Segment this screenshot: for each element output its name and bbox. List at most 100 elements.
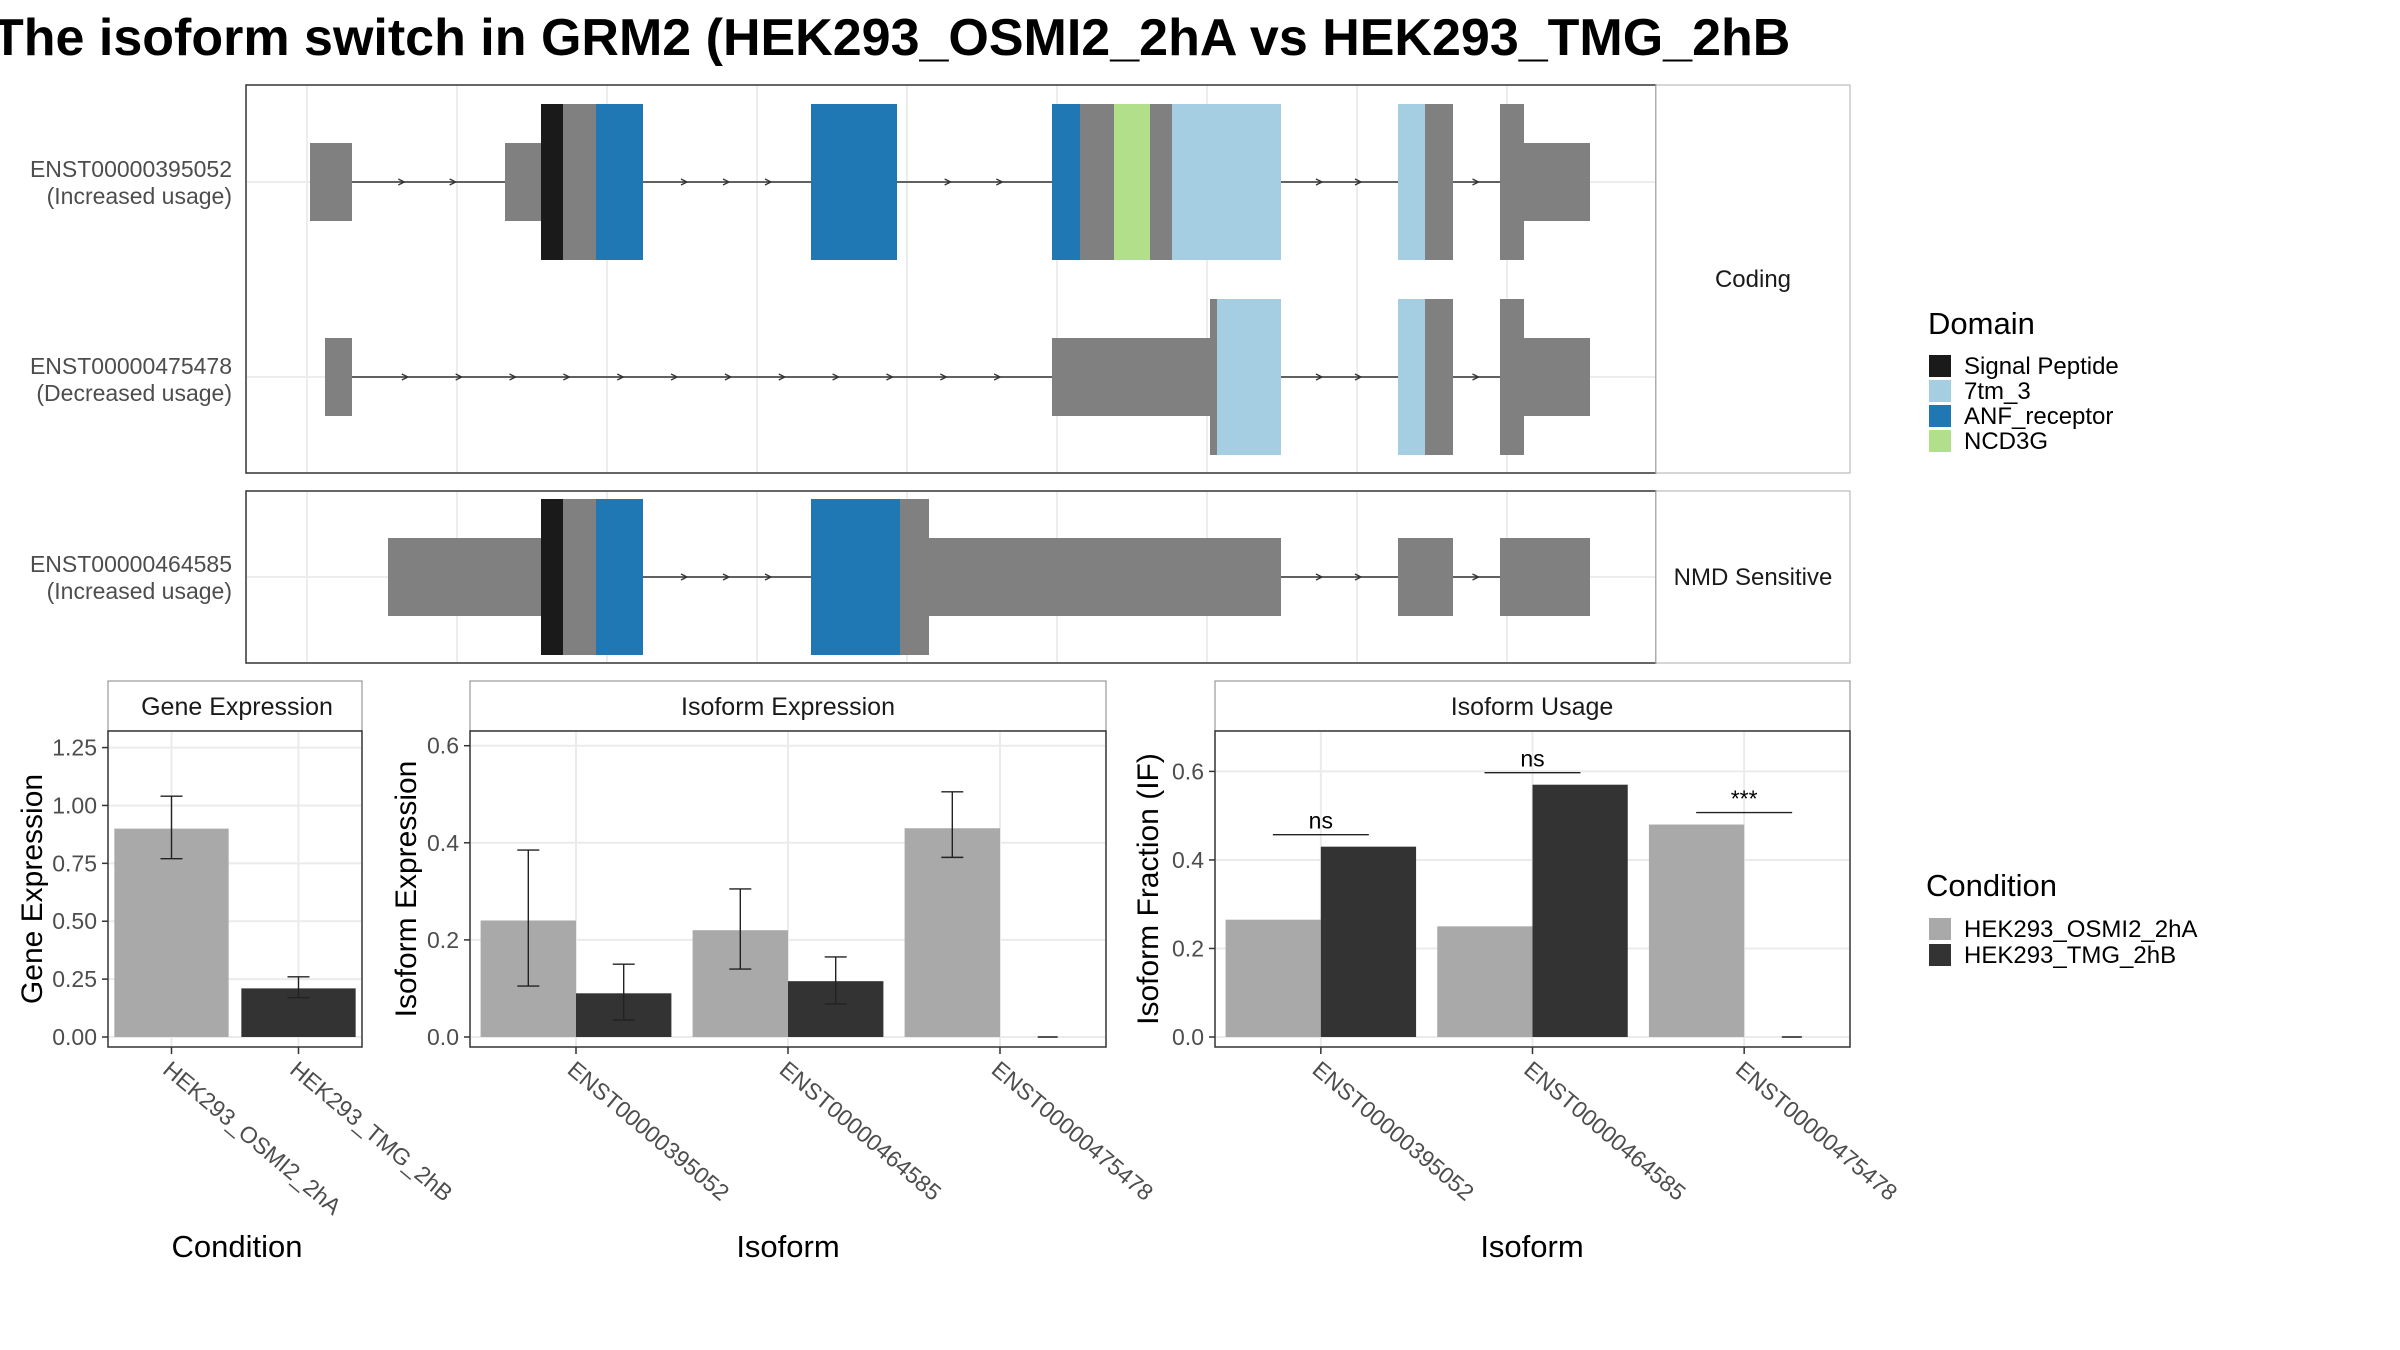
intron-arrow <box>563 373 571 381</box>
legend-swatch-osmi2 <box>1929 918 1951 940</box>
coding-exon <box>900 499 929 655</box>
x-tick-label: ENST00000395052 <box>563 1056 735 1206</box>
intron-arrow <box>398 178 406 186</box>
legend-swatch-tmg <box>1929 944 1951 966</box>
domain-exon <box>1172 104 1281 260</box>
intron-arrow <box>509 373 517 381</box>
domain-legend-title: Domain <box>1928 306 2035 341</box>
bar <box>1225 919 1321 1037</box>
panel-title: Gene Expression <box>141 693 333 721</box>
expression-bar-charts: Gene Expression0.000.250.500.751.001.25G… <box>16 680 1903 1264</box>
domain-exon <box>811 104 897 260</box>
domain-exon <box>811 499 900 655</box>
domain-exon <box>1217 299 1281 455</box>
utr-exon <box>505 143 541 221</box>
intron-arrow <box>401 373 410 381</box>
utr-exon <box>1524 338 1590 416</box>
isoform-label-status: (Decreased usage) <box>36 380 232 406</box>
y-axis-label: Gene Expression <box>16 774 49 1004</box>
y-tick-label: 1.00 <box>52 792 97 818</box>
intron-arrow <box>722 573 731 581</box>
y-tick-label: 0.75 <box>52 850 97 876</box>
legend-swatch-ncd3g <box>1929 430 1951 452</box>
intron-arrow <box>616 373 625 381</box>
nmd-strip <box>1655 490 1851 664</box>
y-axis-label: Isoform Fraction (IF) <box>1132 753 1165 1025</box>
intron-arrow <box>724 373 733 381</box>
bar <box>114 828 229 1037</box>
y-tick-label: 1.25 <box>52 735 97 761</box>
legend-label: Signal Peptide <box>1964 353 2119 380</box>
coding-exon <box>563 104 596 260</box>
y-tick-label: 0.4 <box>1172 847 1204 873</box>
y-tick-label: 0.2 <box>427 927 459 953</box>
x-axis-label: Condition <box>172 1229 303 1264</box>
intron-arrow <box>1472 373 1480 381</box>
coding-exon <box>563 499 596 655</box>
coding-exon <box>1150 104 1172 260</box>
domain-exon <box>1398 104 1425 260</box>
intron-arrow <box>680 573 689 581</box>
condition-legend-title: Condition <box>1926 868 2057 903</box>
intron-arrow <box>944 178 953 186</box>
coding-strip <box>1655 84 1851 474</box>
intron-arrow <box>832 373 841 381</box>
intron-arrow <box>1354 573 1363 581</box>
x-axis-label: Isoform <box>736 1229 839 1264</box>
coding-exon <box>1210 299 1217 455</box>
isoform-label-id: ENST00000475478 <box>30 353 232 379</box>
intron-arrow <box>764 573 773 581</box>
x-tick-label: ENST00000475478 <box>1731 1056 1903 1206</box>
bar <box>1437 926 1533 1037</box>
panel-title: Isoform Usage <box>1451 693 1614 721</box>
legend-swatch-anf-receptor <box>1929 405 1951 427</box>
isoform-label-status: (Increased usage) <box>47 578 232 604</box>
legend-label: HEK293_OSMI2_2hA <box>1964 916 2197 943</box>
y-tick-label: 0.25 <box>52 966 97 992</box>
x-tick-label: ENST00000464585 <box>1519 1056 1691 1206</box>
bar-panel-2: Isoform Usage 0.0 0.2 0.4 0.6 Isoform Fractio… <box>1132 680 1903 1264</box>
legend-label: ANF_receptor <box>1964 403 2113 430</box>
intron-arrow <box>1315 178 1324 186</box>
coding-exon <box>1500 104 1524 260</box>
panel-label-nmd: NMD Sensitive <box>1674 564 1833 591</box>
utr-exon <box>325 338 352 416</box>
intron-arrow <box>1354 178 1363 186</box>
x-tick-label: ENST00000395052 <box>1308 1056 1480 1206</box>
x-axis-label: Isoform <box>1480 1229 1583 1264</box>
coding-exon <box>1500 299 1524 455</box>
legend-swatch-7tm3 <box>1929 380 1951 402</box>
isoform-label-status: (Increased usage) <box>47 183 232 209</box>
legend-label: 7tm_3 <box>1964 378 2031 405</box>
intron-arrow <box>1472 573 1480 581</box>
legend-label: HEK293_TMG_2hB <box>1964 942 2176 969</box>
utr-exon <box>1052 338 1210 416</box>
panel-label-coding: Coding <box>1715 266 1791 293</box>
intron-arrow <box>886 373 894 381</box>
intron-arrow <box>993 373 1002 381</box>
intron-arrow <box>996 178 1004 186</box>
intron-arrow <box>1315 373 1324 381</box>
intron-arrow <box>449 178 458 186</box>
utr-exon <box>1398 538 1453 616</box>
coding-exon <box>1425 299 1453 455</box>
domain-exon <box>1398 299 1425 455</box>
panel-strip <box>107 680 363 732</box>
utr-exon <box>310 143 352 221</box>
significance-label: *** <box>1731 786 1758 812</box>
intron-arrow <box>1472 178 1480 186</box>
y-tick-label: 0.4 <box>427 830 459 856</box>
intron-arrow <box>1315 573 1324 581</box>
legend-label: NCD3G <box>1964 428 2048 455</box>
domain-exon <box>541 499 563 655</box>
legend-swatch-signal-peptide <box>1929 355 1951 377</box>
x-tick-label: ENST00000475478 <box>987 1056 1159 1206</box>
condition-legend: Condition HEK293_OSMI2_2hA HEK293_TMG_2h… <box>1926 868 2197 969</box>
utr-exon <box>388 538 541 616</box>
domain-exon <box>1052 104 1080 260</box>
intron-arrow <box>680 178 689 186</box>
y-tick-label: 0.2 <box>1172 935 1204 961</box>
panel-strip <box>469 680 1107 732</box>
